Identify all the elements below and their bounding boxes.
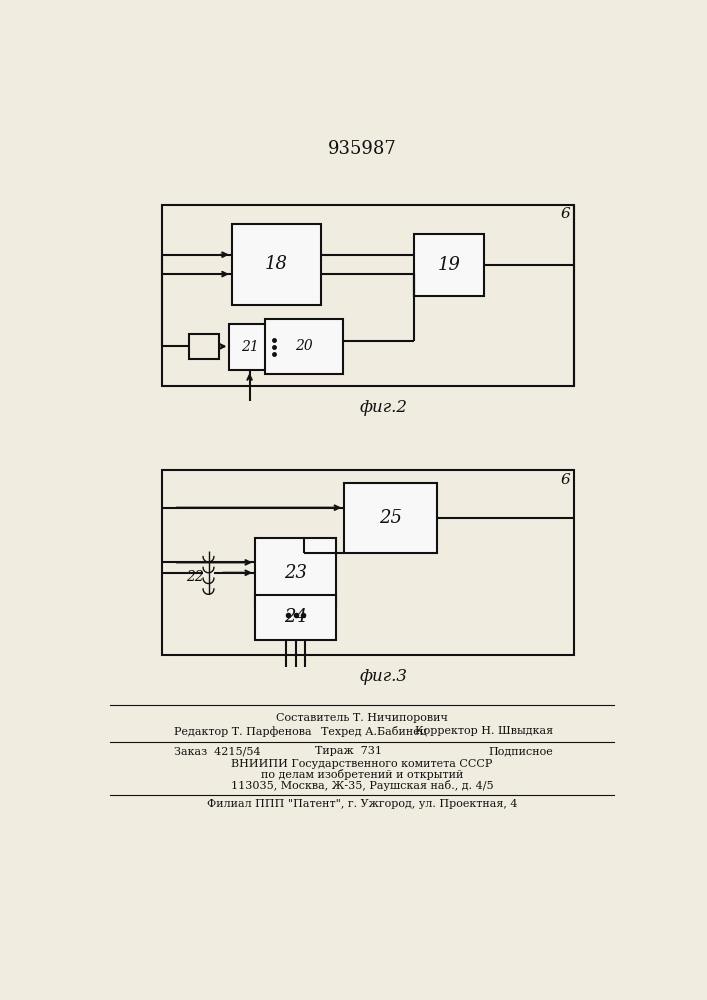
Text: 19: 19 bbox=[437, 256, 460, 274]
Text: 25: 25 bbox=[379, 509, 402, 527]
Text: Редактор Т. Парфенова: Редактор Т. Парфенова bbox=[174, 726, 311, 737]
Text: фиг.2: фиг.2 bbox=[360, 399, 408, 416]
Bar bbox=[255, 538, 337, 607]
Text: 24: 24 bbox=[284, 608, 307, 626]
Text: Подписное: Подписное bbox=[489, 746, 554, 756]
Bar bbox=[414, 234, 484, 296]
Bar bbox=[162, 470, 574, 655]
Text: 23: 23 bbox=[284, 564, 307, 582]
Bar bbox=[344, 483, 437, 553]
Bar bbox=[189, 334, 218, 359]
Text: 935987: 935987 bbox=[327, 140, 397, 158]
Text: 22: 22 bbox=[186, 570, 204, 584]
Text: 20: 20 bbox=[295, 339, 312, 353]
Bar bbox=[162, 205, 574, 386]
Text: Корректор Н. Швыдкая: Корректор Н. Швыдкая bbox=[415, 726, 554, 736]
Text: ВНИИПИ Государственного комитета СССР: ВНИИПИ Государственного комитета СССР bbox=[231, 759, 493, 769]
Text: 6: 6 bbox=[560, 207, 570, 221]
Text: 113035, Москва, Ж-35, Раушская наб., д. 4/5: 113035, Москва, Ж-35, Раушская наб., д. … bbox=[230, 780, 493, 791]
Text: Филиал ППП "Патент", г. Ужгород, ул. Проектная, 4: Филиал ППП "Патент", г. Ужгород, ул. Про… bbox=[206, 799, 518, 809]
Bar bbox=[232, 224, 321, 305]
Text: Техред А.Бабинец: Техред А.Бабинец bbox=[321, 726, 427, 737]
Text: 6: 6 bbox=[560, 473, 570, 487]
Text: фиг.3: фиг.3 bbox=[360, 668, 408, 685]
Text: 21: 21 bbox=[240, 340, 259, 354]
Bar bbox=[265, 319, 343, 374]
Bar bbox=[255, 595, 337, 640]
Text: по делам изобретений и открытий: по делам изобретений и открытий bbox=[261, 769, 463, 780]
Text: Тираж  731: Тираж 731 bbox=[315, 746, 382, 756]
Text: Составитель Т. Ничипорович: Составитель Т. Ничипорович bbox=[276, 713, 448, 723]
Text: 18: 18 bbox=[265, 255, 288, 273]
Text: Заказ  4215/54: Заказ 4215/54 bbox=[174, 746, 260, 756]
Bar bbox=[230, 324, 270, 370]
